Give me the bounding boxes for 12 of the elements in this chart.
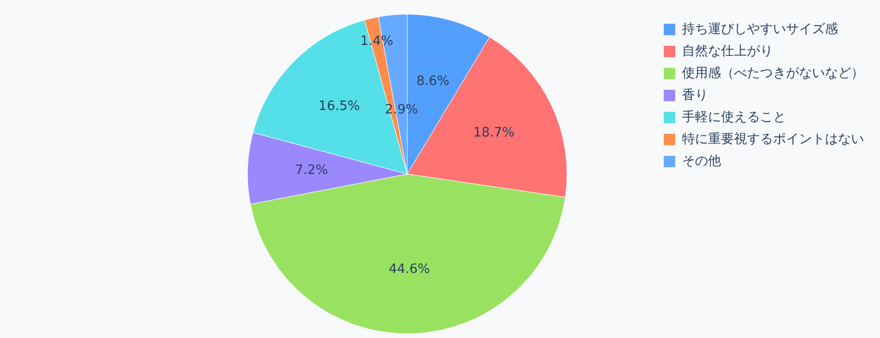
legend-label: 持ち運びしやすいサイズ感	[682, 22, 838, 37]
legend-label: その他	[682, 154, 721, 169]
legend-label: 使用感（べたつきがないなど）	[682, 66, 864, 81]
data-label: 44.6%	[388, 262, 430, 278]
legend-label: 手軽に使えること	[682, 110, 786, 125]
legend-label: 自然な仕上がり	[682, 44, 773, 59]
legend-label: 特に重要視するポイントはない	[682, 132, 864, 147]
data-label: 16.5%	[318, 98, 360, 114]
data-label: 8.6%	[416, 74, 450, 90]
legend-label: 香り	[682, 88, 708, 103]
data-label: 7.2%	[294, 162, 328, 178]
data-label: 18.7%	[473, 125, 515, 140]
